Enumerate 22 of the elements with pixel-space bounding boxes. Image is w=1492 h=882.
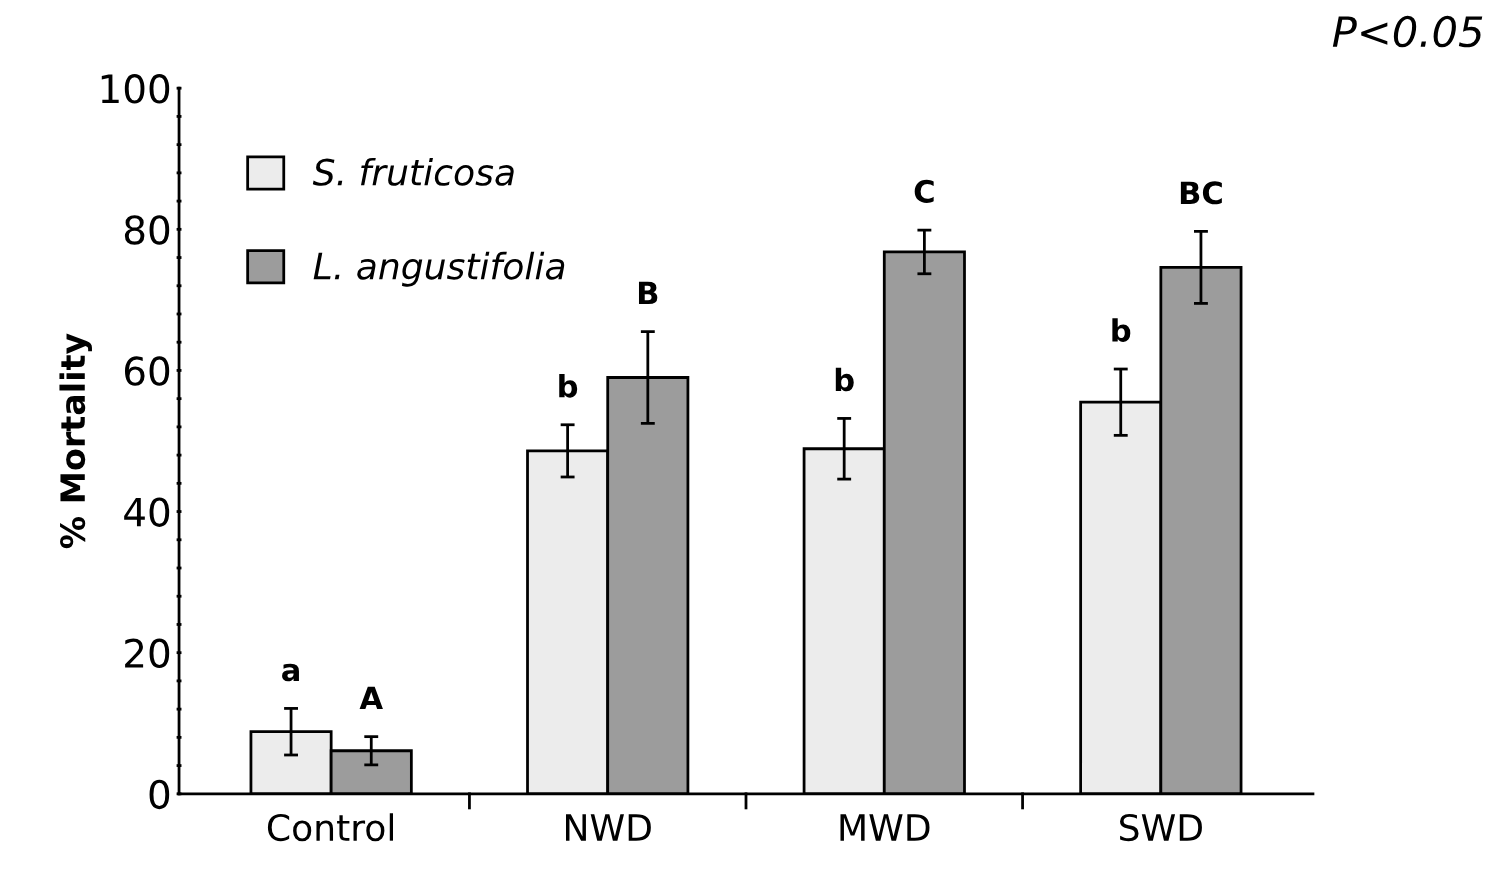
y-tick-label: 0 xyxy=(149,779,170,810)
x-tick-label: SWD xyxy=(1120,813,1202,842)
x-tick-label: Control xyxy=(267,813,394,842)
y-tick-label: 20 xyxy=(125,638,170,669)
annotation: BC xyxy=(1180,181,1222,205)
annotation: A xyxy=(359,686,383,710)
legend-label: S. fruticosa xyxy=(312,157,514,186)
annotation: C xyxy=(914,179,934,203)
legend-label: L. angustifolia xyxy=(313,251,565,287)
y-axis-title: % Mortality xyxy=(59,333,92,549)
annotation: b xyxy=(559,374,578,398)
y-tick-label: 60 xyxy=(124,356,170,386)
y-tick-label: 80 xyxy=(124,215,170,245)
x-tick-label: NWD xyxy=(566,814,651,841)
y-tick-label: 40 xyxy=(124,497,170,527)
annotation: a xyxy=(282,663,299,682)
y-tick-label: 100 xyxy=(101,74,170,104)
annotation: b xyxy=(1112,318,1131,342)
annotation: B xyxy=(638,281,658,305)
x-tick-label: MWD xyxy=(840,814,930,841)
text: P<0.05 xyxy=(1332,15,1483,48)
annotation: b xyxy=(835,367,854,392)
